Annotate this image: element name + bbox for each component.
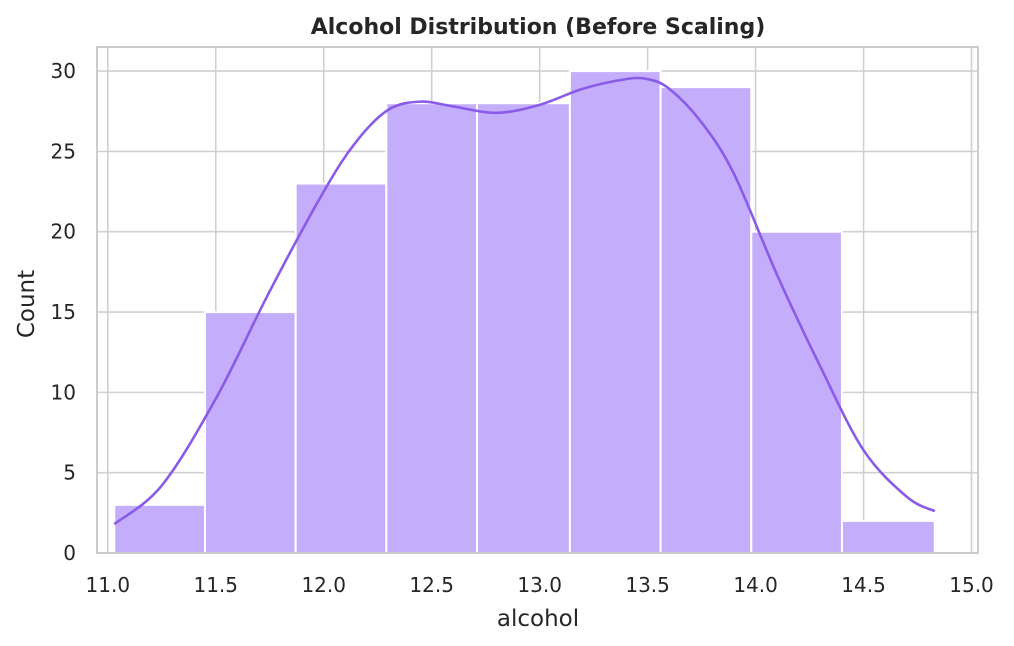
y-tick-label: 10 [51,380,76,404]
x-tick-label: 11.0 [86,573,131,597]
x-tick-label: 13.5 [625,573,670,597]
x-tick-labels: 11.0 11.5 12.0 12.5 13.0 13.5 14.0 14.5 15.0 [86,573,994,597]
x-tick-label: 12.5 [409,573,454,597]
plot-frame [96,46,979,554]
histogram-bar [113,503,206,554]
chart-title: Alcohol Distribution (Before Scaling) [311,15,766,40]
histogram-bar [750,230,843,554]
y-tick-label: 5 [63,461,76,485]
y-tick-label: 20 [51,220,76,244]
histogram-bar [203,311,297,554]
histogram-bar [568,70,662,554]
y-tick-label: 15 [51,300,76,324]
histogram-bars [113,70,936,555]
kde-curve [113,76,936,526]
histogram-bar [840,519,936,554]
histogram-bar [476,102,571,554]
y-tick-label: 30 [51,59,76,83]
y-tick-label: 0 [63,541,76,565]
x-axis-label: alcohol [497,606,579,632]
x-tick-label: 15.0 [949,573,994,597]
x-tick-label: 14.5 [841,573,886,597]
x-tick-label: 12.0 [301,573,346,597]
histogram-bar [385,102,479,554]
x-tick-label: 14.0 [733,573,778,597]
x-tick-label: 13.0 [517,573,562,597]
x-tick-label: 11.5 [193,573,238,597]
histogram-bar [294,182,388,555]
y-tick-label: 25 [51,139,76,163]
histogram-bar [659,86,753,555]
y-tick-labels: 0 5 10 15 20 25 30 [51,59,76,565]
y-axis-label: Count [14,270,40,338]
